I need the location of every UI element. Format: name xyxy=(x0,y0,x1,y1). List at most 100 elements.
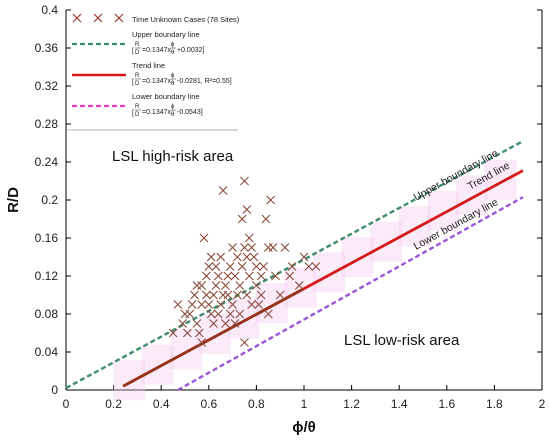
shaded-band xyxy=(427,190,460,231)
x-tick-label: 0.8 xyxy=(248,397,265,411)
scatter-point xyxy=(218,186,228,195)
scatter-point xyxy=(211,262,221,271)
scatter-point xyxy=(213,309,223,319)
svg-text:[: [ xyxy=(132,110,134,117)
scatter-point xyxy=(252,281,261,290)
y-tick-label: 0.08 xyxy=(35,307,59,321)
scatter-point xyxy=(299,252,309,262)
scatter-point xyxy=(247,300,257,309)
y-axis-title: R/D xyxy=(5,187,22,213)
scatter-point xyxy=(252,262,261,271)
legend-scatter-label: Time Unknown Cases (78 Sites) xyxy=(132,15,240,24)
svg-text:[: [ xyxy=(132,79,134,86)
scatter-point xyxy=(280,243,290,252)
x-tick-label: 2 xyxy=(539,397,546,411)
shaded-bands xyxy=(113,159,517,401)
scatter-point xyxy=(206,252,216,262)
scatter-point xyxy=(232,290,242,300)
x-axis-title: ϕ/θ xyxy=(292,419,316,436)
scatter-point xyxy=(259,262,268,271)
series-line-lower-boundary-line xyxy=(177,196,524,392)
scatter-point xyxy=(271,271,280,281)
scatter-point xyxy=(237,262,247,271)
svg-text:D: D xyxy=(135,50,140,56)
shaded-band xyxy=(313,252,346,293)
scatter-point xyxy=(216,252,226,262)
scatter-point xyxy=(242,252,252,262)
scatter-point xyxy=(266,195,276,205)
scatter-point xyxy=(256,271,266,281)
shaded-band xyxy=(398,206,431,247)
svg-text:ϕ: ϕ xyxy=(171,42,175,48)
shaded-band xyxy=(341,236,374,277)
scatter-point xyxy=(197,338,207,347)
scatter-point xyxy=(287,262,297,271)
x-tick-label: 1.6 xyxy=(438,397,455,411)
shaded-band xyxy=(370,221,403,262)
scatter-point xyxy=(192,319,202,328)
shaded-band xyxy=(198,313,231,354)
svg-text:R: R xyxy=(135,42,140,48)
x-ticks: 0 0.2 0.4 0.6 0.8 1 1.2 1.4 1.6 1.8 2 xyxy=(63,385,546,411)
scatter-point xyxy=(223,271,233,281)
shaded-band xyxy=(284,267,317,308)
scatter-point xyxy=(223,290,233,300)
scatter-point xyxy=(256,290,266,300)
scatter-point xyxy=(211,281,221,290)
legend: Time Unknown Cases (78 Sites) Upper boun… xyxy=(66,13,240,131)
scatter-point xyxy=(240,338,249,347)
scatter-point xyxy=(268,243,278,252)
x-tick-label: 0 xyxy=(63,397,70,411)
legend-lower-formula: [ R D =0.1347x ϕ θ -0.0543] xyxy=(132,104,203,118)
legend-trend-label: Trend line xyxy=(132,61,165,70)
shaded-band xyxy=(455,175,488,216)
svg-text:θ: θ xyxy=(171,112,175,118)
scatter-point xyxy=(202,290,211,300)
y-tick-label: 0.32 xyxy=(35,79,59,93)
scatter-point xyxy=(216,300,226,309)
scatter-points xyxy=(168,176,321,347)
scatter-point xyxy=(235,309,245,319)
x-tick-label: 1 xyxy=(301,397,308,411)
trend-line-shade xyxy=(122,287,304,388)
scatter-point xyxy=(209,290,218,300)
scatter-point xyxy=(194,328,204,338)
legend-upper-label: Upper boundary line xyxy=(132,30,200,39)
scatter-point xyxy=(263,243,273,252)
scatter-point xyxy=(204,262,214,271)
svg-text:θ: θ xyxy=(171,81,175,87)
scatter-point xyxy=(197,281,207,290)
svg-text:θ: θ xyxy=(171,50,175,56)
scatter-point xyxy=(197,300,207,309)
scatter-point xyxy=(228,243,237,252)
scatter-point xyxy=(199,233,209,243)
scatter-point xyxy=(235,281,245,290)
scatter-point xyxy=(190,290,199,300)
scatter-point xyxy=(242,290,252,300)
legend-lower-label: Lower boundary line xyxy=(132,92,200,101)
scatter-point xyxy=(230,319,240,328)
scatter-point xyxy=(304,262,314,271)
svg-text:=0.1347x: =0.1347x xyxy=(142,78,171,85)
y-tick-label: 0.12 xyxy=(35,269,59,283)
svg-text:ϕ: ϕ xyxy=(171,73,175,79)
svg-text:-0.0543]: -0.0543] xyxy=(177,109,203,116)
y-tick-label: 0 xyxy=(51,383,58,397)
scatter-point xyxy=(240,243,249,252)
legend-scatter-markers xyxy=(72,13,124,23)
svg-text:=0.1347x: =0.1347x xyxy=(142,47,171,54)
svg-text:-0.0281, R²=0.55]: -0.0281, R²=0.55] xyxy=(177,78,232,85)
scatter-point xyxy=(294,281,304,290)
svg-text:D: D xyxy=(135,112,140,118)
scatter-point xyxy=(202,271,211,281)
scatter-point xyxy=(237,214,247,224)
scatter-point xyxy=(244,271,254,281)
scatter-point xyxy=(173,300,183,309)
scatter-point xyxy=(213,271,223,281)
svg-text:[: [ xyxy=(132,48,134,55)
y-tick-label: 0.36 xyxy=(35,41,59,55)
scatter-point xyxy=(221,281,230,290)
svg-text:ϕ: ϕ xyxy=(171,104,175,110)
scatter-point xyxy=(263,309,273,319)
scatter-point xyxy=(254,300,264,309)
